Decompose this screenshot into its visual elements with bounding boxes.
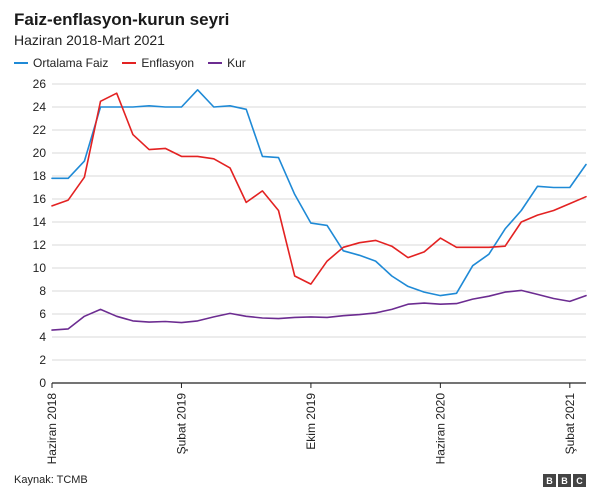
bbc-logo-letter: B (558, 474, 571, 487)
x-tick-label: Ekim 2019 (304, 393, 318, 450)
chart-legend: Ortalama Faiz Enflasyon Kur (14, 56, 260, 70)
y-tick-label: 24 (33, 100, 47, 114)
chart-title: Faiz-enflasyon-kurun seyri (14, 10, 230, 29)
y-tick-label: 18 (33, 169, 47, 183)
y-tick-label: 14 (33, 215, 47, 229)
x-tick-label: Haziran 2018 (45, 393, 59, 465)
legend-item-ortalama-faiz: Ortalama Faiz (14, 56, 108, 70)
y-tick-label: 26 (33, 77, 47, 91)
legend-label-ortalama-faiz: Ortalama Faiz (33, 56, 109, 70)
x-tick-label: Şubat 2019 (174, 393, 188, 455)
legend-swatch-enflasyon (122, 62, 137, 64)
y-tick-label: 10 (33, 261, 47, 275)
y-tick-label: 12 (33, 238, 47, 252)
y-tick-label: 2 (39, 353, 46, 367)
y-tick-label: 6 (39, 307, 46, 321)
series-line-ortalama-faiz (51, 89, 587, 297)
bbc-logo: B B C (541, 474, 586, 487)
legend-swatch-kur (208, 62, 223, 64)
bbc-logo-letter: B (543, 474, 556, 487)
y-tick-label: 16 (33, 192, 47, 206)
y-tick-label: 8 (39, 284, 46, 298)
legend-item-kur: Kur (208, 56, 246, 70)
series-line-enflasyon (51, 92, 587, 285)
series-line-kur (51, 289, 587, 331)
legend-item-enflasyon: Enflasyon (122, 56, 194, 70)
x-tick-label: Şubat 2021 (563, 393, 577, 455)
y-tick-label: 0 (39, 376, 46, 390)
chart-subtitle: Haziran 2018-Mart 2021 (14, 32, 165, 48)
y-tick-label: 4 (39, 330, 46, 344)
y-tick-label: 22 (33, 123, 47, 137)
x-tick-label: Haziran 2020 (433, 393, 447, 465)
source-note: Kaynak: TCMB (14, 474, 88, 486)
y-tick-label: 20 (33, 146, 47, 160)
bbc-logo-letter: C (573, 474, 586, 487)
legend-label-kur: Kur (227, 56, 246, 70)
legend-label-enflasyon: Enflasyon (141, 56, 195, 70)
legend-swatch-ortalama-faiz (14, 62, 28, 64)
